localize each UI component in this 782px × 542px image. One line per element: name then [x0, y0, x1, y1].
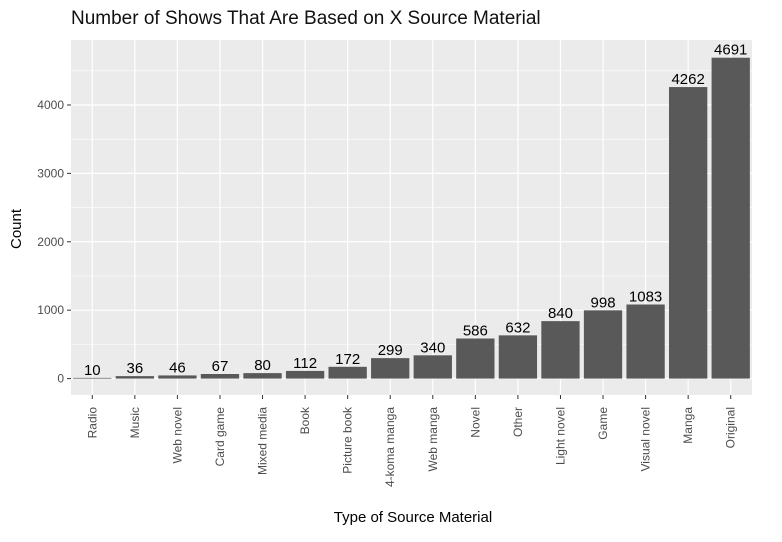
- x-tick-label-light-novel: Light novel: [553, 407, 567, 465]
- y-tick-label: 2000: [37, 235, 64, 249]
- y-tick-label: 4000: [37, 98, 64, 112]
- x-tick-label-visual-novel: Visual novel: [639, 407, 653, 472]
- x-tick-label-other: Other: [511, 407, 525, 437]
- data-label-game: 998: [591, 294, 616, 311]
- bar-other: [498, 335, 538, 379]
- x-tick-label-picture-book: Picture book: [341, 406, 355, 474]
- x-tick-label-mixed-media: Mixed media: [256, 407, 270, 475]
- y-axis: 0 1000 2000 3000 4000: [37, 98, 71, 386]
- bar-novel: [456, 338, 495, 379]
- bar-card-game: [200, 374, 240, 379]
- x-tick-label-original: Original: [724, 407, 738, 448]
- data-label-novel: 586: [463, 323, 488, 340]
- data-label-card-game: 67: [212, 358, 229, 375]
- bar-original: [711, 57, 750, 379]
- x-tick-label-music: Music: [128, 407, 142, 438]
- bar-web-manga: [413, 355, 452, 379]
- data-label-4-koma-manga: 299: [378, 342, 403, 359]
- y-tick-label: 1000: [37, 303, 64, 317]
- data-label-picture-book: 172: [335, 351, 360, 368]
- y-tick-label: 0: [57, 372, 64, 386]
- data-label-manga: 4262: [671, 71, 704, 88]
- bar-picture-book: [328, 366, 367, 379]
- x-axis: Radio Music Web novel Card game Mixed media B…: [85, 395, 738, 487]
- data-label-web-novel: 46: [169, 359, 186, 376]
- x-tick-label-novel: Novel: [468, 407, 482, 438]
- bar-music: [115, 376, 154, 379]
- data-label-radio: 10: [84, 362, 101, 379]
- x-tick-label-game: Game: [596, 407, 610, 440]
- x-axis-title: Type of Source Material: [334, 509, 492, 526]
- data-label-visual-novel: 1083: [629, 289, 662, 306]
- bar-4-koma-manga: [371, 358, 410, 379]
- x-tick-label-card-game: Card game: [213, 407, 227, 467]
- data-label-original: 4691: [714, 42, 747, 59]
- x-tick-label-web-novel: Web novel: [170, 407, 184, 463]
- data-label-other: 632: [505, 319, 530, 336]
- bar-visual-novel: [626, 304, 665, 379]
- bar-mixed-media: [243, 373, 282, 379]
- bar-web-novel: [158, 375, 197, 379]
- chart-title: Number of Shows That Are Based on X Sour…: [71, 8, 541, 29]
- bars: [73, 57, 750, 379]
- data-label-book: 112: [293, 355, 317, 372]
- bar-book: [285, 370, 325, 379]
- data-label-web-manga: 340: [420, 339, 445, 356]
- x-tick-label-radio: Radio: [85, 407, 99, 439]
- x-tick-label-4-koma-manga: 4-koma manga: [383, 407, 397, 487]
- data-label-music: 36: [127, 360, 144, 377]
- x-tick-label-book: Book: [298, 406, 312, 434]
- y-axis-title: Count: [8, 208, 25, 249]
- bar-radio: [73, 377, 112, 379]
- bar-manga: [669, 87, 708, 379]
- bar-light-novel: [541, 321, 580, 379]
- data-labels: 10 36 46 67 80 112 172 299 340 586 632 840 998 1083 42…: [84, 42, 747, 379]
- bar-game: [583, 310, 623, 379]
- data-label-mixed-media: 80: [254, 357, 271, 374]
- y-tick-label: 3000: [37, 166, 64, 180]
- x-tick-label-web-manga: Web manga: [426, 407, 440, 472]
- x-tick-label-manga: Manga: [681, 407, 695, 444]
- data-label-light-novel: 840: [548, 305, 573, 322]
